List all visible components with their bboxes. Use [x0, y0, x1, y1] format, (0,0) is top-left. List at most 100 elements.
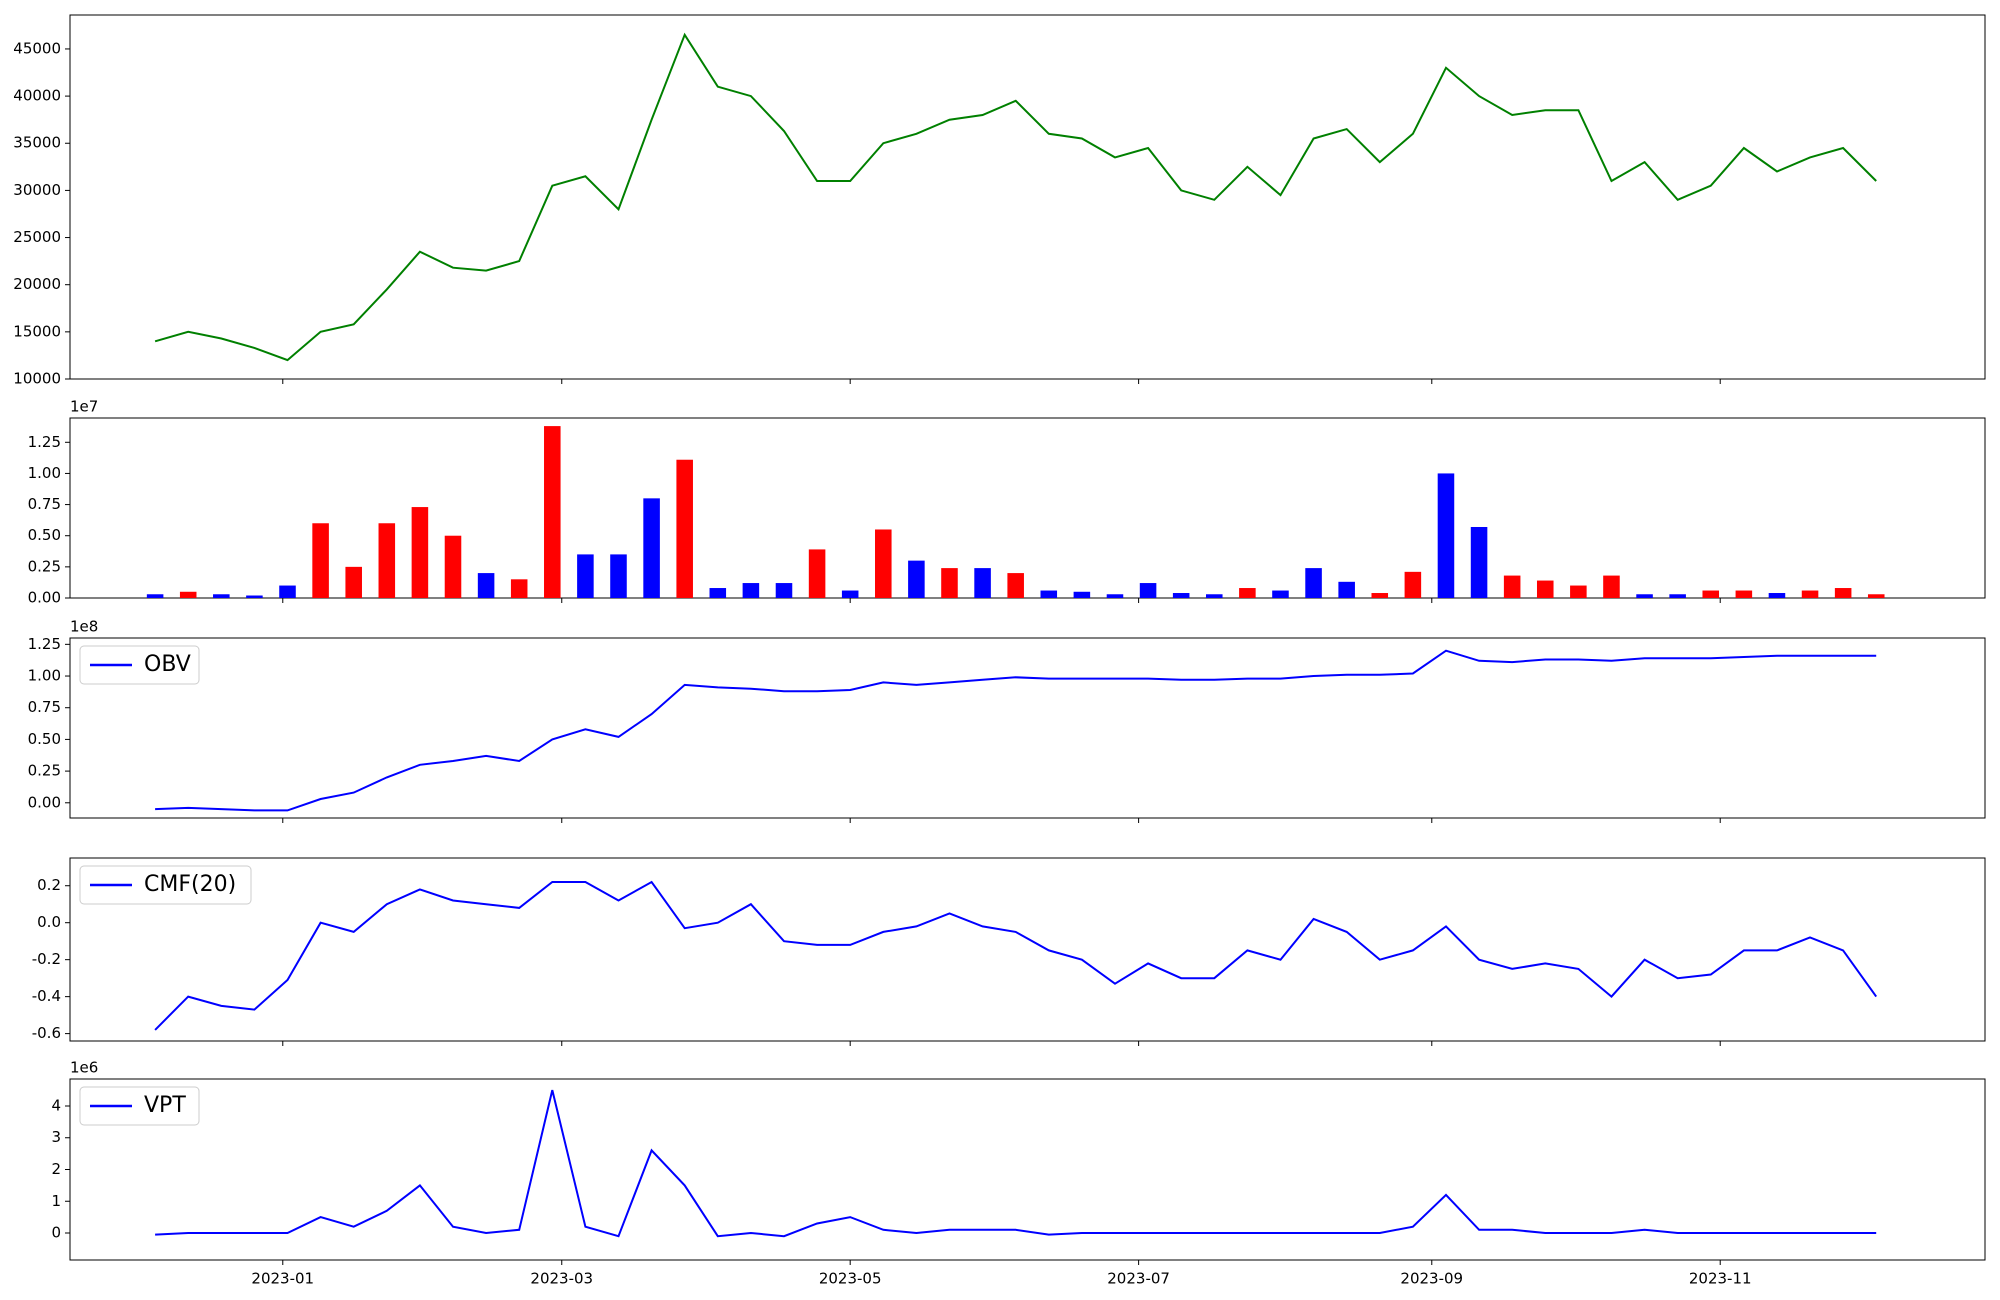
x-tick-label: 2023-01: [251, 1270, 314, 1288]
axis-offset-label: 1e6: [70, 1059, 98, 1077]
y-tick-label: 0.50: [28, 526, 61, 544]
bar: [1205, 594, 1223, 598]
y-tick-label: 1.00: [28, 667, 61, 685]
legend-box: [79, 1086, 200, 1126]
bar: [1834, 588, 1852, 598]
legend-label: VPT: [144, 1093, 186, 1118]
y-tick-label: 0.25: [28, 762, 61, 780]
x-tick-label: 2023-07: [1107, 1270, 1170, 1288]
bar: [1702, 590, 1720, 598]
x-tick-label: 2023-03: [530, 1270, 593, 1288]
y-tick-label: 0.2: [37, 876, 61, 894]
panel-frame: [69, 637, 1986, 819]
y-tick-label: 40000: [13, 87, 61, 105]
bar: [1768, 593, 1786, 598]
bar: [1470, 526, 1488, 598]
bar: [146, 594, 164, 598]
y-tick-label: 2: [51, 1160, 61, 1178]
bar: [742, 583, 760, 598]
bar: [312, 523, 329, 598]
bar: [1106, 594, 1124, 598]
bar: [1172, 593, 1190, 598]
y-tick-label: 3: [51, 1128, 61, 1146]
bar: [213, 594, 230, 598]
bar: [1371, 593, 1389, 598]
legend-label: OBV: [144, 652, 191, 677]
x-tick-label: 2023-05: [819, 1270, 882, 1288]
bar: [477, 573, 495, 598]
x-tick-label: 2023-09: [1400, 1270, 1463, 1288]
bar: [378, 523, 396, 598]
y-tick-label: 20000: [13, 275, 61, 293]
axis-offset-label: 1e8: [70, 618, 98, 636]
data-line: [154, 32, 1877, 362]
bar: [1040, 590, 1058, 598]
y-tick-label: 0.0: [37, 913, 61, 931]
y-tick-label: 30000: [13, 181, 61, 199]
bar: [974, 568, 991, 598]
bar: [610, 554, 627, 598]
bar: [510, 579, 528, 598]
bar: [1272, 590, 1289, 598]
bar: [1536, 580, 1554, 598]
bar: [179, 591, 197, 598]
bar: [1073, 591, 1091, 598]
bar: [875, 529, 892, 598]
y-tick-label: 1.25: [28, 635, 61, 653]
bar: [1603, 575, 1620, 598]
axis-offset-label: 1e7: [70, 398, 98, 416]
y-tick-label: 0: [51, 1224, 61, 1242]
bar: [345, 566, 362, 598]
bar: [1669, 594, 1686, 598]
y-tick-label: 0.50: [28, 730, 61, 748]
y-tick-label: 0.00: [28, 589, 61, 607]
bar: [1305, 568, 1322, 598]
y-tick-label: -0.2: [32, 950, 61, 968]
y-tick-label: 10000: [13, 370, 61, 388]
bar: [709, 588, 727, 598]
bar: [643, 498, 660, 598]
bar: [941, 568, 958, 598]
y-tick-label: 35000: [13, 134, 61, 152]
y-tick-label: 15000: [13, 322, 61, 340]
bar: [444, 535, 462, 598]
bar: [841, 590, 859, 598]
y-tick-label: 1: [51, 1192, 61, 1210]
bar: [1404, 571, 1422, 598]
y-tick-label: 1.25: [28, 433, 61, 451]
data-line: [155, 649, 1877, 812]
bar: [246, 595, 263, 598]
y-tick-label: 0.00: [28, 793, 61, 811]
bar: [1867, 594, 1885, 598]
bar: [908, 560, 925, 598]
legend-box: [79, 865, 252, 905]
y-tick-label: 25000: [13, 228, 61, 246]
bar: [1007, 573, 1024, 598]
bar: [1801, 590, 1819, 598]
legend-label: CMF(20): [144, 872, 236, 897]
bar: [577, 554, 594, 598]
y-tick-label: -0.4: [32, 987, 61, 1005]
bar: [1570, 585, 1587, 598]
bar: [1139, 583, 1157, 598]
data-line: [154, 880, 1878, 1031]
bar: [676, 459, 693, 598]
y-tick-label: 0.25: [28, 557, 61, 575]
bar: [279, 585, 296, 598]
bar: [775, 583, 793, 598]
bar: [808, 549, 826, 598]
panel-frame: [69, 417, 1986, 599]
bar: [1735, 590, 1753, 598]
y-tick-label: 0.75: [28, 495, 61, 513]
bar: [1503, 575, 1521, 598]
bar: [544, 426, 561, 598]
legend-box: [79, 645, 200, 685]
y-tick-label: 45000: [13, 39, 61, 57]
bar: [1338, 581, 1355, 598]
y-tick-label: 4: [51, 1096, 61, 1114]
bar: [1437, 473, 1455, 598]
x-tick-label: 2023-11: [1689, 1270, 1752, 1288]
y-tick-label: -0.6: [32, 1024, 61, 1042]
panel-frame: [69, 14, 1986, 380]
